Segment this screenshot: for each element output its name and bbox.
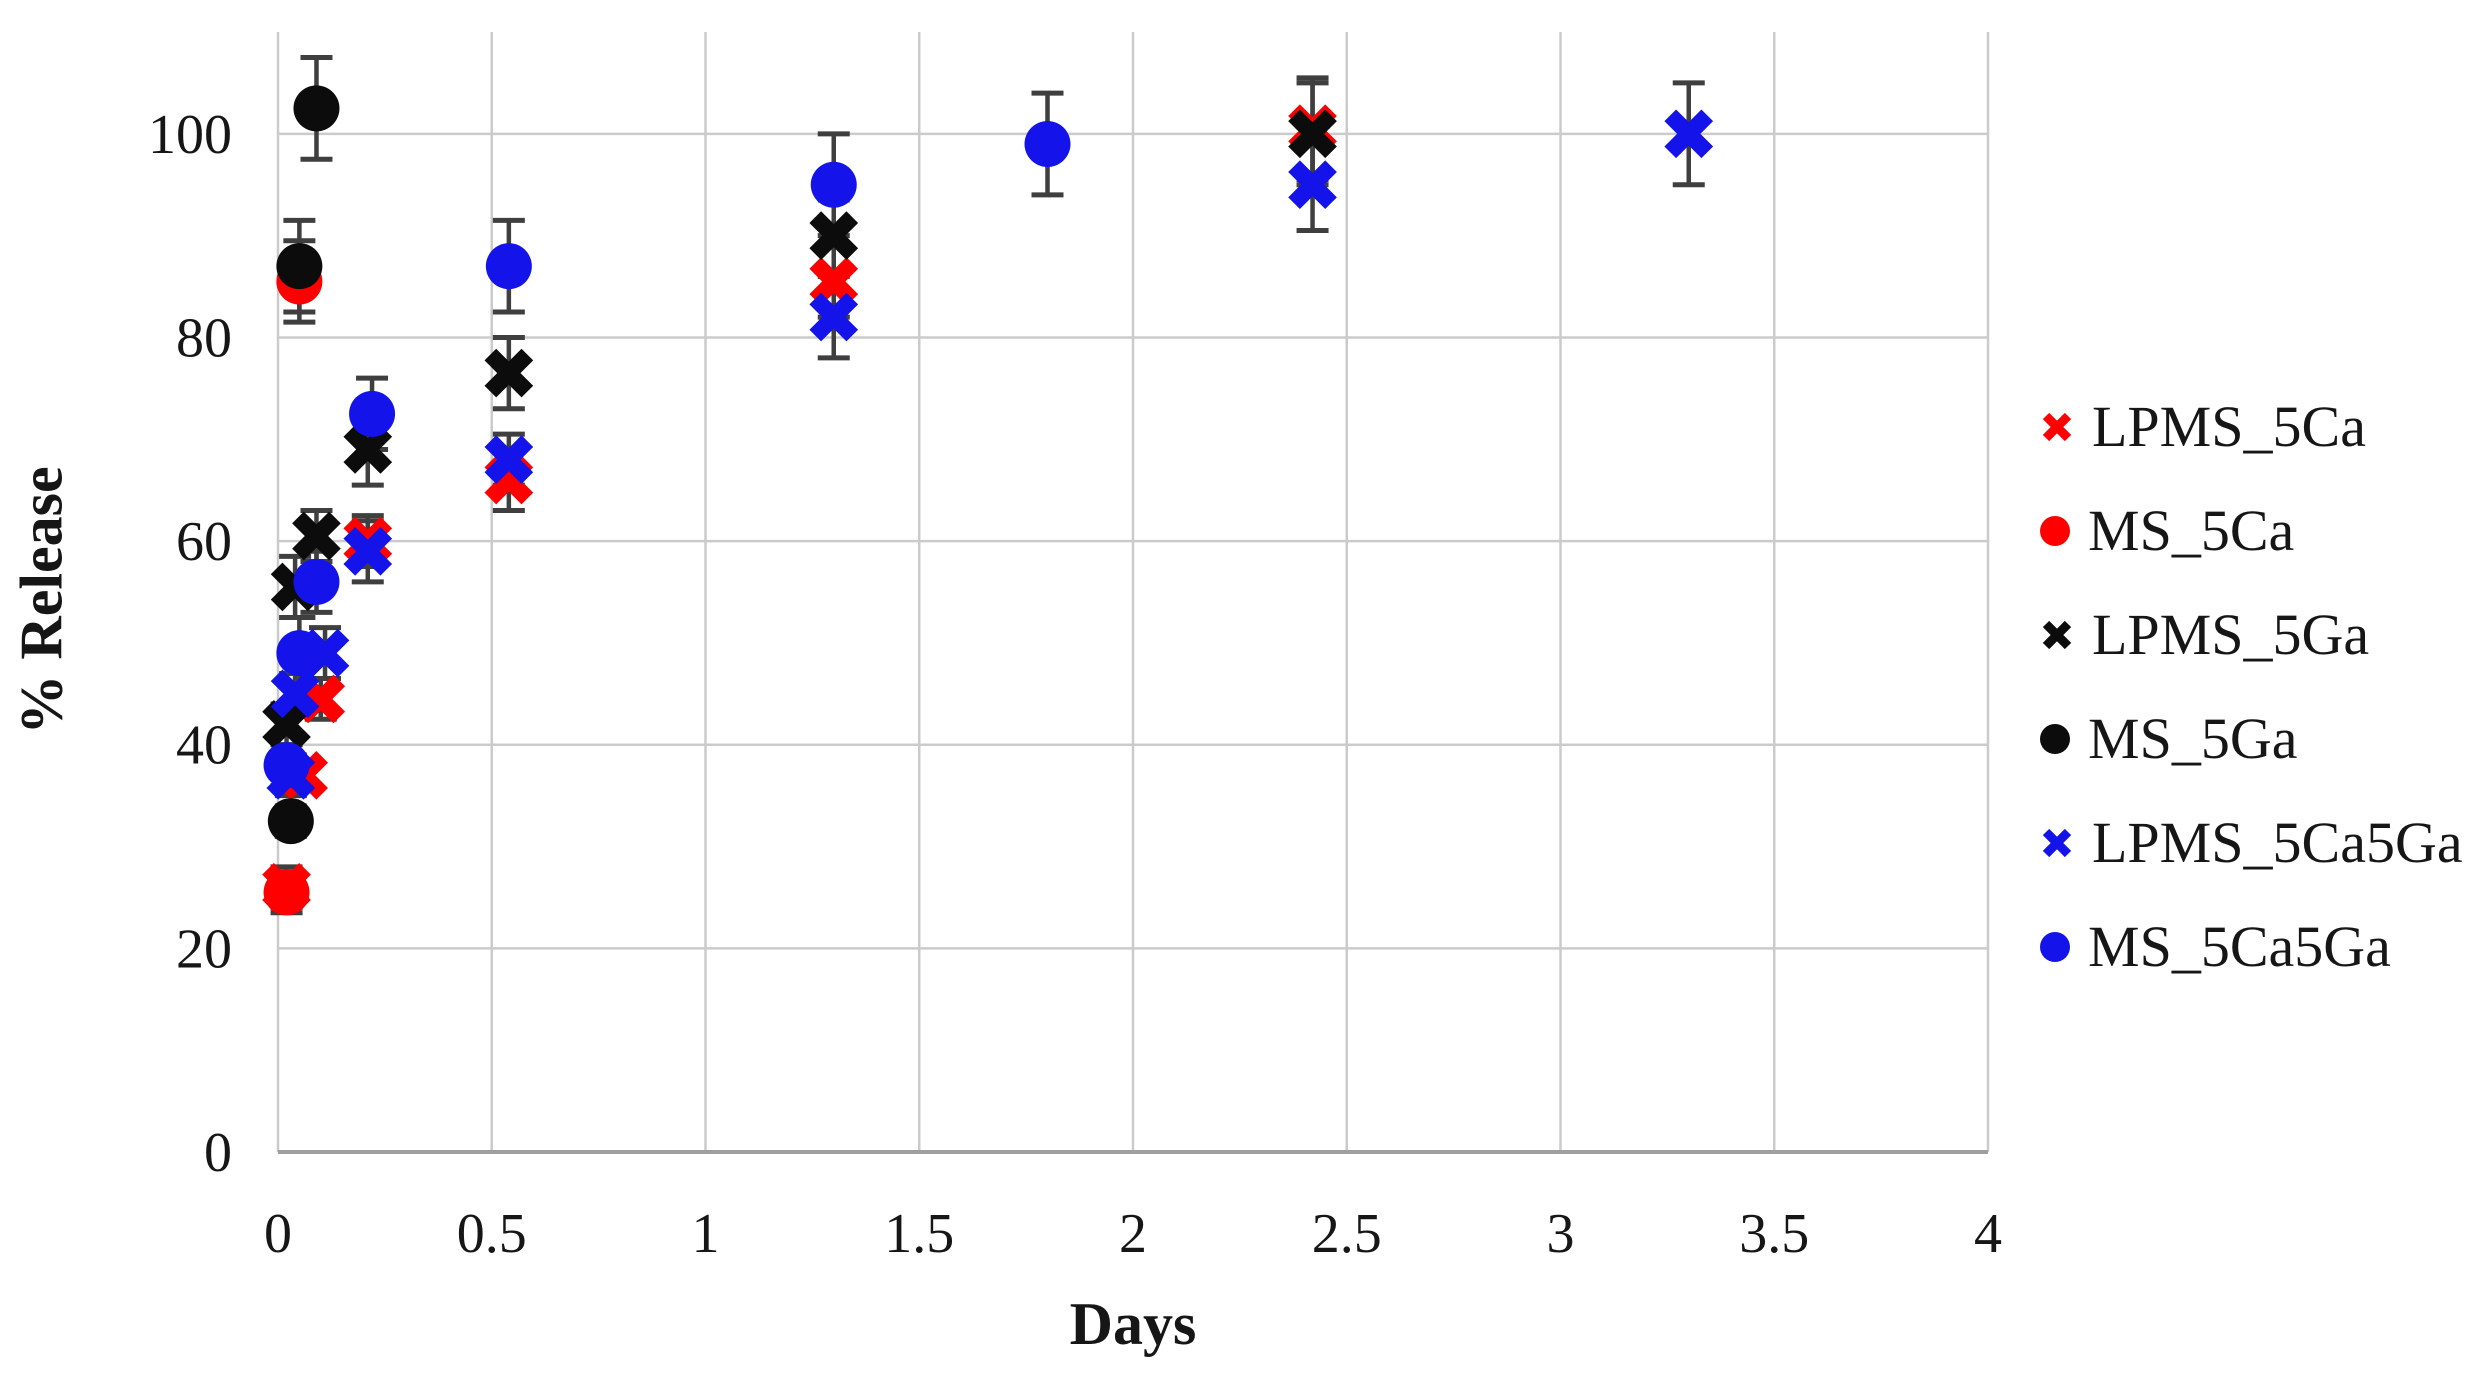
x-tick-label-3: 3 [1547, 1203, 1575, 1265]
legend-label: LPMS_5Ca [2092, 394, 2366, 459]
point-MS_5Ca5Ga [349, 390, 396, 437]
y-tick-label-20: 20 [176, 918, 232, 980]
circle-marker-icon [2040, 932, 2070, 962]
point-LPMS_5Ca5Ga [1288, 160, 1337, 210]
x-tick-label-1.5: 1.5 [884, 1203, 954, 1265]
point-LPMS_5Ca5Ga [809, 292, 859, 342]
point-LPMS_5Ca5Ga [343, 526, 393, 576]
legend: LPMS_5Ca MS_5Ca LPMS_5Ga MS_5Ga LPMS_5Ca5Ga M… [2040, 392, 2463, 982]
y-axis-title: % Release [8, 466, 75, 735]
circle-marker-icon [2040, 724, 2070, 754]
point-LPMS_5Ga [809, 211, 859, 260]
point-MS_5Ca5Ga [263, 742, 310, 789]
legend-label: MS_5Ga [2088, 706, 2298, 771]
legend-label: MS_5Ca5Ga [2088, 914, 2391, 979]
point-MS_5Ca5Ga [293, 558, 340, 605]
point-LPMS_5Ca5Ga [1664, 109, 1714, 159]
legend-item-LPMS_5Ga: LPMS_5Ga [2040, 600, 2463, 670]
x-tick-label-3.5: 3.5 [1739, 1203, 1809, 1265]
x-tick-label-4: 4 [1974, 1203, 2002, 1265]
legend-item-LPMS_5Ca: LPMS_5Ca [2040, 392, 2463, 462]
legend-item-LPMS_5Ca5Ga: LPMS_5Ca5Ga [2040, 808, 2463, 878]
x-tick-label-0: 0 [264, 1203, 292, 1265]
point-MS_5Ca5Ga [485, 243, 532, 290]
y-tick-label-60: 60 [176, 511, 232, 573]
point-MS_5Ga [293, 85, 340, 132]
x-tick-label-2.5: 2.5 [1312, 1203, 1382, 1265]
legend-label: MS_5Ca [2088, 498, 2295, 563]
y-tick-label-0: 0 [204, 1122, 232, 1184]
point-LPMS_5Ga [484, 348, 534, 398]
point-MS_5Ca5Ga [1024, 121, 1071, 167]
legend-item-MS_5Ca: MS_5Ca [2040, 496, 2463, 566]
point-LPMS_5Ga [292, 511, 341, 561]
y-tick-label-40: 40 [176, 715, 232, 777]
point-MS_5Ca5Ga [276, 630, 323, 677]
x-tick-label-0.5: 0.5 [457, 1203, 527, 1265]
point-LPMS_5Ga [1288, 109, 1337, 159]
point-MS_5Ca [263, 869, 310, 916]
point-MS_5Ga [267, 798, 314, 845]
x-marker-icon [2040, 618, 2074, 652]
y-tick-label-80: 80 [176, 307, 232, 369]
legend-label: LPMS_5Ga [2092, 602, 2370, 667]
point-LPMS_5Ca5Ga [484, 435, 534, 484]
point-MS_5Ga [276, 243, 323, 290]
point-LPMS_5Ca5Ga [270, 669, 320, 719]
point-MS_5Ca5Ga [810, 161, 857, 208]
circle-marker-icon [2040, 516, 2070, 546]
legend-item-MS_5Ga: MS_5Ga [2040, 704, 2463, 774]
x-tick-label-1: 1 [692, 1203, 720, 1265]
legend-label: LPMS_5Ca5Ga [2092, 810, 2463, 875]
y-tick-label-100: 100 [148, 104, 232, 166]
legend-item-MS_5Ca5Ga: MS_5Ca5Ga [2040, 912, 2463, 982]
point-LPMS_5Ga [262, 700, 311, 749]
x-axis-title: Days [1069, 1291, 1197, 1357]
x-tick-label-2: 2 [1119, 1203, 1147, 1265]
x-marker-icon [2040, 826, 2074, 860]
x-marker-icon [2040, 410, 2074, 444]
point-LPMS_5Ga [343, 425, 393, 474]
